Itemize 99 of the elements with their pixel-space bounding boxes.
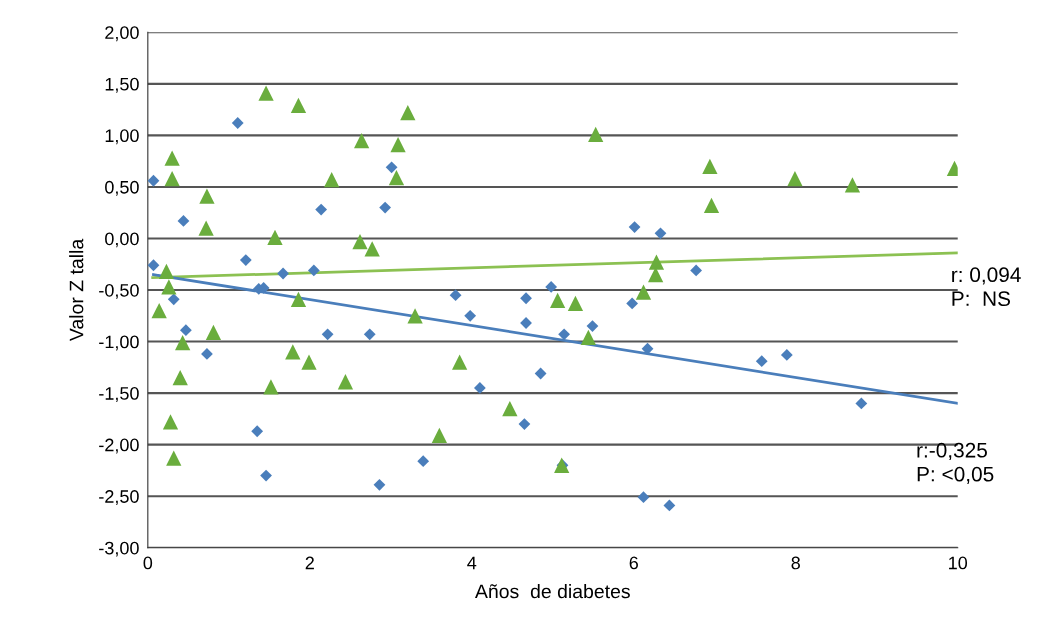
point [307, 264, 320, 277]
point [626, 297, 639, 310]
point [586, 320, 599, 332]
point [267, 229, 283, 246]
point [473, 382, 486, 394]
point [354, 132, 370, 149]
point [567, 295, 584, 312]
point [161, 279, 177, 295]
point [417, 455, 430, 468]
point [388, 170, 405, 186]
point [251, 425, 264, 438]
y-tick-label: -2,00 [99, 438, 139, 454]
y-tick-label: 1,50 [105, 77, 139, 93]
x-tick-label: 4 [467, 556, 477, 570]
point [352, 233, 368, 250]
point [502, 400, 518, 417]
point [787, 171, 803, 187]
x-axis-title: Años de diabetes [474, 584, 630, 599]
point [337, 374, 354, 390]
y-tick-label: 1,00 [105, 129, 139, 145]
point [390, 137, 406, 153]
point [166, 450, 182, 466]
point [147, 259, 160, 272]
point [239, 254, 252, 267]
point [520, 292, 532, 305]
annotation: r: 0,094 P: NS [952, 267, 1021, 307]
point [277, 267, 289, 280]
point [301, 354, 317, 370]
point [198, 220, 214, 236]
point [260, 469, 272, 482]
y-tick-label: 2,00 [105, 26, 139, 42]
point [231, 117, 244, 129]
point [518, 418, 531, 430]
point [545, 281, 558, 293]
point [855, 397, 868, 410]
point [431, 427, 448, 443]
point [147, 174, 160, 187]
point [199, 188, 215, 204]
y-tick-label: -2,50 [99, 490, 139, 506]
point [179, 324, 192, 337]
point [363, 328, 376, 341]
point [201, 348, 213, 360]
point [151, 302, 167, 319]
y-tick-label: -1,50 [99, 387, 139, 402]
point [637, 491, 650, 504]
point [464, 309, 477, 322]
point [628, 221, 641, 234]
x-tick-label: 6 [629, 556, 638, 570]
point [175, 334, 191, 351]
point [321, 328, 334, 341]
point [690, 264, 703, 277]
point [780, 349, 793, 361]
point [324, 172, 340, 188]
point [158, 263, 175, 280]
point [580, 329, 597, 346]
y-tick-label: 0,00 [105, 232, 139, 248]
y-tick-label: -3,00 [99, 541, 139, 557]
point [549, 292, 566, 308]
point [755, 355, 768, 368]
point [285, 344, 301, 360]
point [844, 177, 861, 193]
point [315, 203, 328, 216]
point [702, 158, 718, 174]
point [172, 369, 188, 386]
point [164, 171, 180, 187]
point [703, 197, 720, 214]
point [205, 324, 222, 340]
point [385, 161, 398, 174]
x-tick-label: 8 [791, 556, 800, 570]
point [400, 105, 416, 121]
y-tick-label: -0,50 [99, 283, 139, 299]
point [177, 215, 190, 227]
y-axis-title: Valor Z talla [69, 238, 84, 342]
point [635, 284, 652, 300]
point [663, 499, 676, 512]
x-tick-label: 0 [143, 556, 153, 570]
y-tick-label: 0,50 [105, 180, 139, 196]
x-tick-label: 2 [305, 556, 314, 570]
point [648, 254, 665, 270]
point [258, 85, 274, 101]
point [373, 478, 386, 491]
point [534, 367, 547, 380]
point [379, 201, 392, 214]
point [558, 328, 570, 341]
point [449, 289, 462, 302]
point [167, 293, 180, 306]
point [263, 379, 279, 395]
y-tick-label: -1,00 [99, 335, 139, 351]
point [290, 291, 307, 307]
annotation: r:-0,325 P: <0,05 [917, 442, 994, 484]
point [407, 308, 423, 324]
point [451, 354, 468, 370]
point [290, 97, 307, 114]
point [364, 241, 380, 257]
point [588, 126, 604, 142]
point [654, 227, 667, 240]
point [162, 414, 179, 430]
x-tick-label: 10 [949, 556, 968, 570]
point [164, 150, 180, 166]
